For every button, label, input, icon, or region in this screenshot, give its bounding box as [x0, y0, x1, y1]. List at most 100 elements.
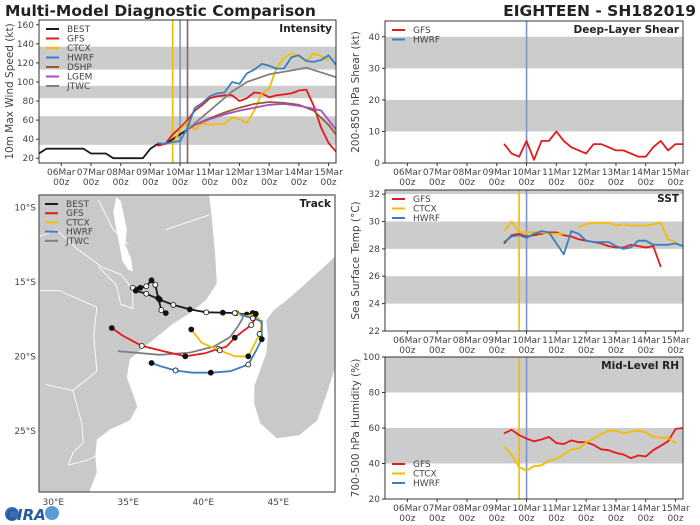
- shaded-band: [385, 428, 683, 464]
- data-point-gfs: [615, 246, 617, 249]
- data-point-hwrf: [290, 56, 293, 58]
- data-point-gfs: [652, 449, 654, 451]
- shaded-band: [385, 190, 683, 195]
- data-point-hwrf: [327, 54, 330, 56]
- data-point-ctcx: [674, 241, 677, 243]
- track-marker-filled: [132, 287, 139, 294]
- country-border: [39, 290, 98, 443]
- data-point-gfs: [630, 152, 632, 155]
- data-point-hwrf: [525, 237, 528, 239]
- storm-id: EIGHTEEN - SH182019: [503, 2, 696, 20]
- data-point-best: [120, 157, 122, 159]
- x-tick-date: 07Mar: [423, 336, 452, 346]
- land-africa: [39, 195, 217, 492]
- logo-text: CIRA: [6, 506, 46, 524]
- x-tick-date: 09Mar: [483, 168, 512, 178]
- data-point-ctcx: [533, 465, 535, 467]
- data-point-hwrf: [533, 233, 535, 235]
- data-point-gfs: [607, 146, 610, 148]
- x-tick-date: 10Mar: [512, 504, 541, 514]
- x-tick-date: 14Mar: [632, 336, 661, 346]
- track-marker-open: [249, 315, 256, 322]
- track-marker-open: [203, 309, 210, 316]
- data-point-ctcx: [555, 458, 557, 460]
- data-point-hwrf: [224, 91, 226, 94]
- y-tick-label: 60: [369, 424, 381, 434]
- data-point-gfs: [674, 143, 677, 145]
- track-marker-open: [158, 307, 165, 314]
- x-tick-hour: 00z: [202, 178, 218, 188]
- x-tick-date: 12Mar: [572, 504, 601, 514]
- axes-frame: [384, 20, 684, 164]
- data-point-ctcx: [622, 432, 625, 434]
- track-marker-open: [245, 361, 252, 368]
- track-marker-filled: [162, 310, 169, 316]
- x-tick-date: 12Mar: [225, 168, 254, 178]
- data-point-ctcx: [194, 129, 196, 131]
- data-point-lgem: [253, 107, 255, 109]
- y-tick-label: 160: [17, 21, 34, 31]
- x-tick-date: 09Mar: [136, 168, 165, 178]
- track-marker-open: [170, 301, 177, 308]
- x-tick-hour: 00z: [459, 514, 475, 524]
- x-tick-date: 10Mar: [512, 336, 541, 346]
- data-point-dshp: [268, 101, 270, 103]
- data-point-best: [53, 148, 55, 150]
- map-area: [39, 195, 335, 492]
- data-point-ctcx: [578, 226, 580, 228]
- y-axis-label: Sea Surface Temp (°C): [350, 201, 362, 319]
- data-point-jtwc: [209, 109, 211, 112]
- data-point-gfs: [533, 440, 535, 442]
- data-point-gfs: [201, 104, 203, 106]
- panel-title: Track: [300, 198, 332, 210]
- data-point-gfs: [548, 436, 550, 438]
- data-point-gfs: [518, 156, 520, 158]
- data-point-best: [97, 152, 99, 155]
- data-point-hwrf: [157, 142, 159, 144]
- y-tick-label: 20: [369, 495, 381, 505]
- data-point-hwrf: [585, 240, 587, 242]
- country-border: [165, 214, 210, 231]
- data-point-hwrf: [540, 230, 543, 232]
- data-point-ctcx: [667, 238, 669, 240]
- x-tick-hour: 00z: [667, 346, 683, 356]
- data-point-gfs: [179, 127, 181, 129]
- x-tick-hour: 00z: [399, 178, 415, 188]
- data-point-hwrf: [246, 72, 248, 74]
- x-tick-hour: 00z: [548, 514, 564, 524]
- data-point-ctcx: [209, 124, 211, 126]
- legend-label: JTWC: [65, 237, 89, 247]
- data-point-gfs: [503, 242, 505, 244]
- y-tick-label: 40: [369, 33, 381, 43]
- y-axis-label: 200-850 hPa Shear (kt): [350, 31, 362, 153]
- data-point-gfs: [283, 93, 285, 95]
- data-point-best: [112, 157, 114, 159]
- data-point-gfs: [290, 92, 293, 95]
- track-marker-open: [143, 290, 150, 297]
- data-point-ctcx: [186, 121, 189, 123]
- x-tick-date: 08Mar: [453, 168, 482, 178]
- x-tick-hour: 00z: [608, 346, 624, 356]
- data-point-hwrf: [172, 141, 174, 143]
- data-point-hwrf: [674, 242, 677, 244]
- legend-label: DSHP: [67, 63, 92, 73]
- data-point-ctcx: [615, 224, 617, 227]
- legend-label: HWRF: [413, 214, 440, 224]
- x-tick-date: 08Mar: [106, 168, 135, 178]
- logo-globe-icon: [5, 507, 19, 521]
- track-marker-filled: [186, 306, 193, 313]
- track-marker-filled: [231, 334, 238, 341]
- country-border: [97, 199, 129, 245]
- land-madagascar: [254, 256, 335, 439]
- data-point-hwrf: [630, 246, 632, 249]
- data-point-hwrf: [645, 240, 647, 242]
- plot-area: [385, 190, 683, 331]
- y-tick-label: 60: [23, 116, 35, 126]
- data-point-best: [105, 152, 107, 155]
- x-tick-date: 14Mar: [632, 504, 661, 514]
- lat-tick-label: 15°S: [14, 278, 36, 288]
- track-marker-open: [172, 367, 179, 374]
- data-point-gfs: [246, 97, 248, 99]
- legend-label: LGEM: [67, 73, 92, 83]
- data-point-best: [45, 148, 48, 150]
